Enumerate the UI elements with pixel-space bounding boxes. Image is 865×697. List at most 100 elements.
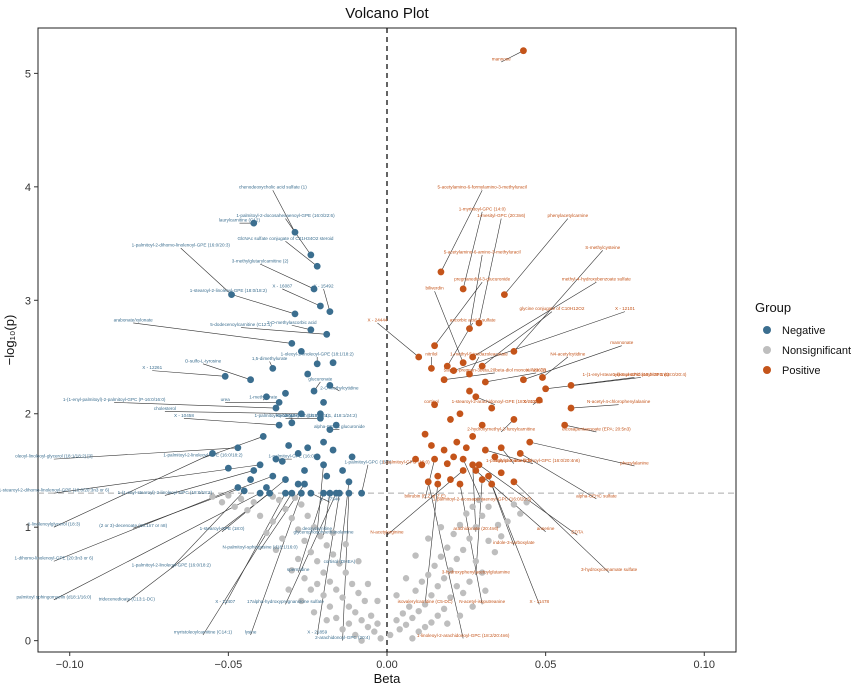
point-nonsignificant — [304, 512, 311, 520]
point-nonsignificant — [453, 582, 460, 590]
point-negative — [272, 455, 280, 463]
point-positive — [421, 430, 429, 438]
point-negative — [307, 251, 315, 259]
point-nonsignificant — [209, 493, 216, 500]
point-nonsignificant — [225, 492, 232, 499]
point-label: chenodeoxycholic acid sulfate (1) — [239, 185, 307, 190]
point-nonsignificant — [288, 514, 296, 522]
point-nonsignificant — [367, 612, 375, 619]
legend: Group Negative Nonsignificant Positive — [755, 300, 851, 377]
leader-line — [542, 356, 569, 378]
point-nonsignificant — [310, 524, 318, 531]
leader-line — [221, 479, 286, 532]
leader-line — [202, 493, 293, 636]
point-nonsignificant — [421, 623, 429, 631]
point-label: lysine — [245, 629, 257, 634]
point-label: 5-acetylamino-6-amino-3-methyluracil — [444, 249, 521, 254]
point-positive — [447, 416, 454, 423]
legend-label-positive: Positive — [782, 365, 821, 377]
point-positive — [510, 347, 518, 355]
point-negative — [348, 453, 356, 461]
point-negative — [307, 489, 315, 497]
point-negative — [301, 480, 308, 488]
point-positive — [418, 461, 426, 469]
point-nonsignificant — [456, 612, 464, 619]
x-axis-ticks: −0.10 −0.05 0.00 0.05 0.10 — [56, 652, 715, 671]
leader-line — [472, 281, 597, 358]
point-label: X - 13729 — [523, 399, 543, 404]
point-nonsignificant — [517, 510, 524, 517]
leader-line — [434, 291, 464, 363]
point-nonsignificant — [498, 533, 505, 540]
point-nonsignificant — [294, 555, 302, 563]
point-nonsignificant — [469, 603, 476, 610]
leader-line — [377, 322, 419, 358]
point-label: 1-linolenoylglycerol (18:3) — [28, 522, 81, 527]
point-nonsignificant — [326, 603, 334, 610]
point-nonsignificant — [456, 521, 464, 529]
point-positive — [472, 467, 480, 474]
point-negative — [256, 489, 264, 497]
point-negative — [320, 438, 327, 446]
point-nonsignificant — [421, 601, 429, 608]
point-positive — [485, 472, 492, 480]
point-positive — [415, 353, 423, 361]
point-negative — [285, 442, 293, 449]
point-negative — [294, 450, 302, 457]
point-nonsignificant — [352, 631, 359, 639]
point-labels: laurylcarnitine (C12) chenodeoxycholic ac… — [0, 57, 687, 641]
point-negative — [345, 489, 353, 497]
chart-title: Volcano Plot — [345, 5, 429, 22]
point-negative — [326, 426, 334, 434]
point-label: 1-(1-enyl-palmitoyl)-2-palmitoyl-GPC (P-… — [63, 397, 166, 402]
point-nonsignificant — [282, 505, 289, 513]
point-negative — [278, 457, 286, 465]
point-nonsignificant — [428, 619, 435, 626]
point-label: N4-acetylcytidine — [550, 352, 585, 357]
point-negative — [345, 478, 353, 486]
point-positive — [462, 444, 470, 452]
point-label: methyl-4-hydroxybenzoate sulfate — [562, 277, 631, 282]
point-nonsignificant — [355, 589, 362, 597]
point-label: X - 12101 — [615, 306, 635, 311]
point-positive — [539, 374, 546, 381]
point-label: 2-O-methylascorbic acid — [267, 320, 317, 325]
point-positive — [567, 404, 575, 412]
point-label: X - 11478 — [529, 599, 549, 604]
point-label: 1-palmitoyl-GPC (16:0) — [344, 459, 391, 464]
point-nonsignificant — [352, 609, 359, 616]
point-label: glycine conjugate of C10H12O2 — [520, 306, 585, 311]
leader-line — [282, 288, 321, 307]
point-label: 5-acetylamino-6-formylamino-3-methylurac… — [438, 185, 527, 190]
point-nonsignificant — [263, 529, 270, 537]
point-nonsignificant — [348, 580, 356, 588]
point-positive — [481, 378, 489, 386]
point-label: X - 17340 — [320, 497, 340, 502]
point-positive — [491, 453, 499, 461]
point-label: 1-(1-enyl-stearoyl)-2-linoleoyl-GPC (18:… — [118, 490, 213, 495]
point-nonsignificant — [412, 587, 419, 594]
point-nonsignificant — [463, 510, 470, 517]
leader-line — [342, 493, 350, 641]
point-positive — [520, 376, 527, 384]
point-nonsignificant — [231, 503, 238, 510]
point-nonsignificant — [444, 620, 451, 627]
point-negative — [272, 404, 280, 412]
point-positive — [428, 364, 435, 372]
point-nonsignificant — [418, 578, 426, 585]
point-label: 1,5-dimethylurate — [252, 356, 288, 361]
point-nonsignificant — [437, 553, 445, 560]
point-nonsignificant — [310, 609, 318, 616]
point-nonsignificant — [409, 635, 416, 642]
point-positive — [434, 480, 442, 488]
point-positive — [434, 472, 442, 480]
point-negative — [275, 421, 283, 429]
leader-line — [570, 377, 635, 386]
point-label: 1-myristoyl-GPC (14:0) — [459, 206, 506, 211]
point-nonsignificant — [371, 628, 378, 635]
point-nonsignificant — [466, 535, 473, 542]
x-tick-label: −0.05 — [214, 659, 242, 671]
point-label: phenylalanine — [620, 460, 649, 465]
point-nonsignificant — [279, 535, 286, 542]
